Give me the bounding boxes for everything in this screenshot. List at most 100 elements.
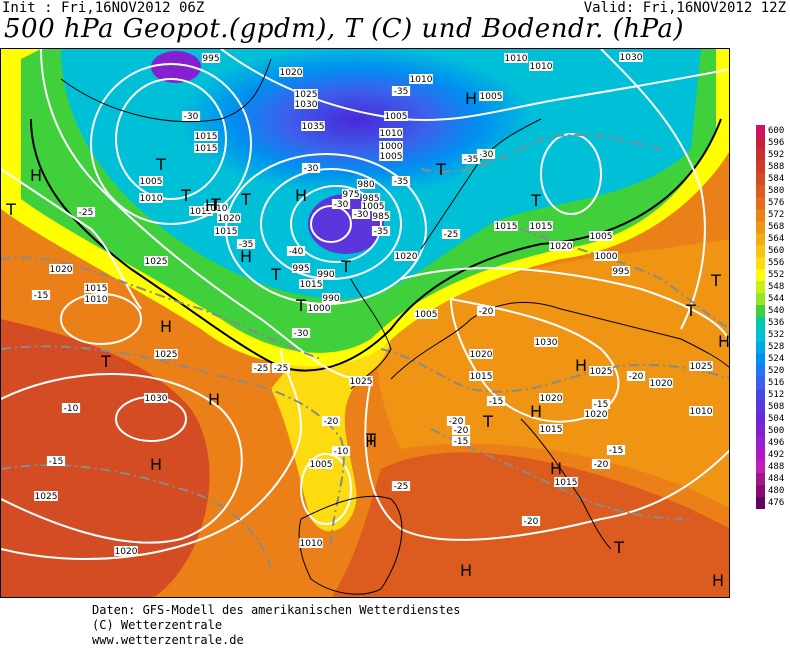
footer-copyright: (C) Wetterzentrale bbox=[92, 618, 223, 632]
high-pressure-marker: H bbox=[575, 356, 587, 375]
isobar-label: 1005 bbox=[140, 177, 163, 187]
high-pressure-marker: H bbox=[718, 332, 730, 351]
legend-swatch bbox=[756, 341, 765, 353]
legend-label: 480 bbox=[768, 486, 785, 496]
isotherm-label-bg bbox=[606, 445, 626, 455]
isotherm-label: -40 bbox=[289, 247, 304, 257]
isobar-label: 1010 bbox=[300, 539, 323, 549]
field-red-sw bbox=[1, 319, 210, 597]
low-pressure-marker: T bbox=[180, 186, 191, 205]
isobar-label-bg bbox=[279, 67, 303, 77]
legend-label: 496 bbox=[768, 438, 785, 448]
low-pressure-marker: T bbox=[270, 265, 281, 284]
legend-swatch bbox=[756, 173, 765, 185]
isobar bbox=[1, 373, 243, 544]
isobar-label: 1005 bbox=[362, 202, 385, 212]
high-pressure-marker: H bbox=[295, 186, 307, 205]
isobar-label: 1025 bbox=[155, 350, 178, 360]
isotherm-label: -30 bbox=[184, 112, 199, 122]
isobar-label: 975 bbox=[342, 190, 359, 200]
isotherm-label-bg bbox=[46, 456, 66, 466]
isobar-label-bg bbox=[469, 371, 493, 381]
isotherm-label-bg bbox=[486, 396, 506, 406]
isobar-label: 1005 bbox=[415, 310, 438, 320]
high-pressure-marker: H bbox=[30, 166, 42, 185]
isobar-label: 1015 bbox=[195, 132, 218, 142]
isobar-label: 1030 bbox=[620, 53, 643, 63]
isobar-label: 1020 bbox=[280, 68, 303, 78]
isobar-label-bg bbox=[379, 151, 403, 161]
isobar-label-bg bbox=[204, 203, 228, 213]
isobar-label-bg bbox=[217, 213, 241, 223]
legend-swatch bbox=[756, 449, 765, 461]
isobar bbox=[600, 49, 706, 330]
legend-label: 524 bbox=[768, 354, 785, 364]
legend-label: 544 bbox=[768, 294, 785, 304]
legend-swatch bbox=[756, 209, 765, 221]
legend-label: 556 bbox=[768, 258, 785, 268]
high-pressure-marker: H bbox=[460, 561, 472, 580]
valid-time: Valid: Fri,16NOV2012 12Z bbox=[583, 0, 786, 16]
isobar bbox=[364, 378, 729, 541]
isobar-label: 1005 bbox=[480, 92, 503, 102]
init-time: Init : Fri,16NOV2012 06Z bbox=[2, 0, 205, 16]
isobar-label-bg bbox=[84, 294, 108, 304]
field-blue bbox=[111, 49, 621, 265]
legend-swatch bbox=[756, 377, 765, 389]
isotherm-label-bg bbox=[521, 516, 541, 526]
isobar-label-bg bbox=[194, 143, 218, 153]
isotherm bbox=[430, 428, 692, 520]
isobar-label: 1010 bbox=[505, 54, 528, 64]
isobar-label: 1025 bbox=[690, 362, 713, 372]
isobar bbox=[1, 348, 303, 560]
isobar-label-bg bbox=[299, 538, 323, 548]
isotherm-label: -25 bbox=[394, 482, 409, 492]
isotherm-label: -20 bbox=[524, 517, 539, 527]
isobar-label-bg bbox=[139, 193, 163, 203]
high-pressure-marker: H bbox=[205, 196, 217, 215]
legend-swatch bbox=[756, 137, 765, 149]
legend-label: 504 bbox=[768, 414, 785, 424]
isobar-label: 995 bbox=[612, 267, 629, 277]
legend-swatch bbox=[756, 197, 765, 209]
high-pressure-marker: H bbox=[550, 459, 562, 478]
isobar-label: 1020 bbox=[550, 242, 573, 252]
isobar-label-bg bbox=[49, 264, 73, 274]
isotherm-label-bg bbox=[76, 207, 96, 217]
isobar-label-bg bbox=[534, 337, 558, 347]
isotherm-label: -20 bbox=[594, 460, 609, 470]
isobar-label: 1035 bbox=[302, 122, 325, 132]
isobar bbox=[115, 396, 188, 442]
footer-url[interactable]: www.wetterzentrale.de bbox=[92, 633, 244, 647]
isobar-label: 1015 bbox=[470, 372, 493, 382]
isotherm bbox=[380, 348, 729, 393]
isobar-label-bg bbox=[309, 459, 333, 469]
coastline-italy bbox=[520, 418, 612, 550]
isobar-label-bg bbox=[321, 293, 341, 303]
isobar-label: 1015 bbox=[495, 222, 518, 232]
isobar-label: 1005 bbox=[310, 460, 333, 470]
isobar-label-bg bbox=[529, 61, 553, 71]
isotherm-label-bg bbox=[351, 209, 371, 219]
isotherm-label-bg bbox=[591, 399, 611, 409]
isobar-label: 1015 bbox=[555, 478, 578, 488]
isobar-label: 995 bbox=[202, 54, 219, 64]
isobar-label: 1025 bbox=[35, 492, 58, 502]
isobar-label-bg bbox=[316, 269, 336, 279]
isobar-label-bg bbox=[144, 393, 168, 403]
isobar-label-bg bbox=[689, 406, 713, 416]
legend-swatch bbox=[756, 485, 765, 497]
coastline-scandinavia bbox=[420, 118, 542, 250]
isotherm-label-bg bbox=[626, 371, 646, 381]
isotherm bbox=[1, 464, 272, 570]
isotherm-label: -15 bbox=[609, 446, 624, 456]
isobar-label-bg bbox=[689, 361, 713, 371]
footer-data-source: Daten: GFS-Modell des amerikanischen Wet… bbox=[92, 603, 461, 617]
isobar-label-bg bbox=[469, 349, 493, 359]
isotherm-label: -35 bbox=[394, 87, 409, 97]
isobar-label-bg bbox=[189, 206, 213, 216]
low-pressure-marker: T bbox=[5, 200, 16, 219]
isobar bbox=[450, 298, 620, 423]
isotherm-label: -15 bbox=[34, 291, 49, 301]
high-pressure-marker: H bbox=[465, 89, 477, 108]
